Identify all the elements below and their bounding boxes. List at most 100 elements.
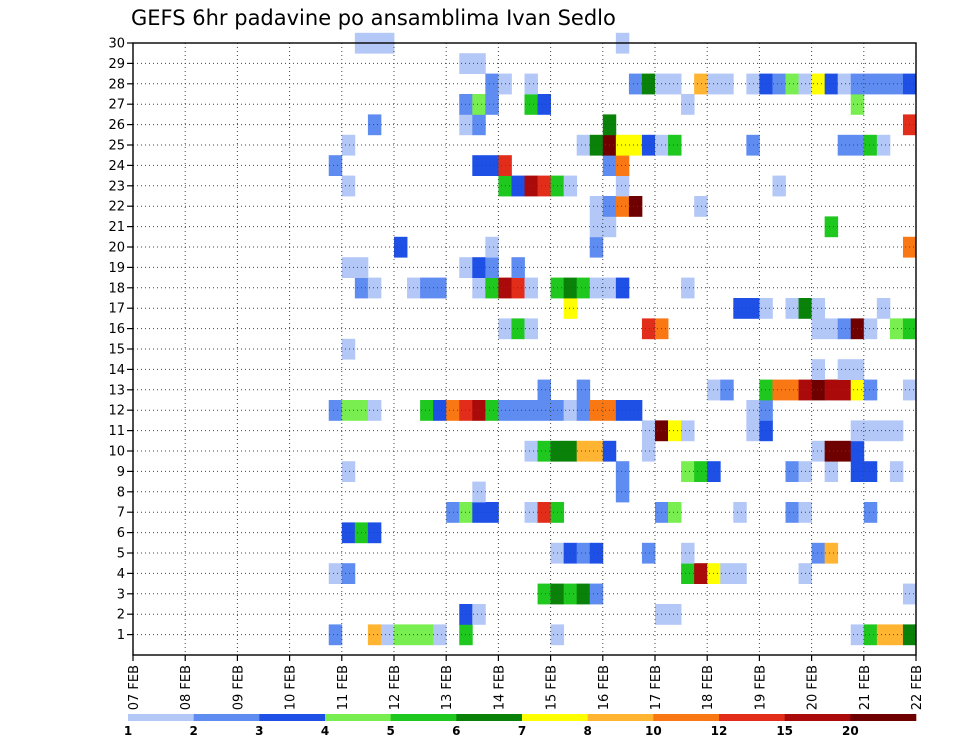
x-tick-label: 20 FEB — [806, 665, 821, 710]
heatmap-cell — [380, 624, 395, 646]
x-tick-label: 22 FEB — [910, 665, 925, 710]
x-tick-label: 13 FEB — [440, 665, 455, 710]
heatmap-cell — [420, 400, 434, 421]
heatmap-cell — [824, 73, 839, 95]
heatmap-cell — [589, 440, 604, 462]
heatmap-cell — [681, 563, 695, 584]
heatmap-cell — [524, 400, 538, 421]
heatmap-cell — [876, 134, 891, 156]
heatmap-cell — [420, 624, 434, 646]
heatmap-cell — [485, 236, 499, 258]
heatmap-cell — [615, 400, 630, 421]
heatmap-cell — [524, 175, 538, 197]
colorbar-label: 8 — [583, 724, 591, 738]
x-tick-label: 21 FEB — [858, 665, 873, 710]
heatmap-cell — [341, 563, 356, 584]
heatmap-cell — [641, 134, 656, 156]
heatmap-cell — [824, 379, 839, 401]
heatmap-cell — [524, 94, 538, 115]
heatmap-cell — [511, 400, 525, 421]
heatmap-cell — [759, 298, 773, 319]
heatmap-cell — [811, 298, 826, 319]
heatmap-cell — [681, 277, 695, 299]
heatmap-cell — [394, 236, 408, 258]
heatmap-cell — [472, 94, 486, 115]
x-tick-label: 09 FEB — [231, 665, 246, 710]
heatmap-cell — [681, 94, 695, 115]
colorbar-label: 1 — [124, 724, 132, 738]
heatmap-cell — [485, 502, 499, 523]
heatmap-cell — [759, 379, 773, 401]
heatmap-cell — [681, 461, 695, 482]
y-tick-label: 8 — [117, 485, 125, 500]
chart-title: GEFS 6hr padavine po ansamblima Ivan Sed… — [131, 6, 616, 30]
colorbar-label: 3 — [255, 724, 263, 738]
colorbar-label: 15 — [776, 724, 793, 738]
heatmap-cell — [863, 134, 878, 156]
heatmap-cell — [694, 73, 708, 95]
colorbar-swatch — [325, 714, 391, 721]
x-tick-label: 18 FEB — [701, 665, 716, 710]
heatmap-cell — [759, 420, 773, 442]
y-tick-label: 28 — [108, 77, 125, 92]
heatmap-cell — [837, 379, 852, 401]
heatmap-cell — [537, 379, 551, 401]
heatmap-cell — [720, 379, 734, 401]
heatmap-cell — [759, 73, 773, 95]
heatmap-cell — [472, 114, 486, 136]
heatmap-cell — [641, 318, 656, 340]
heatmap-cell — [563, 277, 578, 299]
heatmap-cell — [785, 379, 799, 401]
heatmap-cell — [485, 257, 499, 278]
y-tick-label: 2 — [117, 608, 125, 623]
heatmap-cell — [785, 73, 799, 95]
y-tick-label: 7 — [117, 506, 125, 521]
heatmap-cell — [576, 542, 591, 564]
heatmap-cell — [811, 440, 826, 462]
heatmap-cell — [694, 196, 708, 217]
heatmap-cell — [876, 298, 891, 319]
y-tick-label: 16 — [108, 322, 125, 337]
heatmap-cell — [589, 400, 604, 421]
heatmap-cell — [615, 481, 630, 503]
colorbar-swatch — [456, 714, 523, 721]
y-tick-label: 26 — [108, 118, 125, 133]
heatmap-cell — [811, 318, 826, 340]
heatmap-cell — [863, 461, 878, 482]
heatmap-cell — [615, 155, 630, 176]
heatmap-cell — [537, 94, 551, 115]
heatmap-cell — [328, 400, 343, 421]
y-tick-label: 22 — [108, 200, 125, 215]
y-tick-label: 24 — [108, 159, 125, 174]
y-tick-label: 3 — [117, 587, 125, 602]
heatmap-cell — [485, 155, 499, 176]
heatmap-cell — [615, 175, 630, 197]
heatmap-cell — [524, 318, 538, 340]
heatmap-cell — [733, 298, 747, 319]
heatmap-cell — [524, 440, 538, 462]
heatmap-cell — [589, 216, 604, 238]
y-tick-label: 29 — [108, 57, 125, 72]
heatmap-cell — [876, 420, 891, 442]
colorbar: 1 2 3 4 5 6 7 8 10 12 15 20 — [124, 714, 917, 738]
colorbar-label: 20 — [842, 724, 859, 738]
colorbar-swatch — [193, 714, 260, 721]
heatmap-cell — [785, 502, 799, 523]
colorbar-swatch — [128, 714, 194, 721]
heatmap-cell — [341, 461, 356, 482]
x-axis: 07 FEB 08 FEB 09 FEB 10 FEB 11 FEB 12 FEB 13 F… — [127, 655, 925, 710]
heatmap-cell — [824, 461, 839, 482]
heatmap-cell — [589, 236, 604, 258]
colorbar-label: 6 — [452, 724, 460, 738]
heatmap-cell — [615, 461, 630, 482]
heatmap-cell — [785, 298, 799, 319]
heatmap-cell — [367, 277, 382, 299]
y-tick-label: 1 — [117, 628, 125, 643]
colorbar-swatch — [587, 714, 654, 721]
heatmap-cell — [589, 542, 604, 564]
heatmap-cell — [328, 563, 343, 584]
heatmap-cell — [824, 542, 839, 564]
heatmap-cell — [563, 542, 578, 564]
heatmap-cell — [472, 604, 486, 625]
